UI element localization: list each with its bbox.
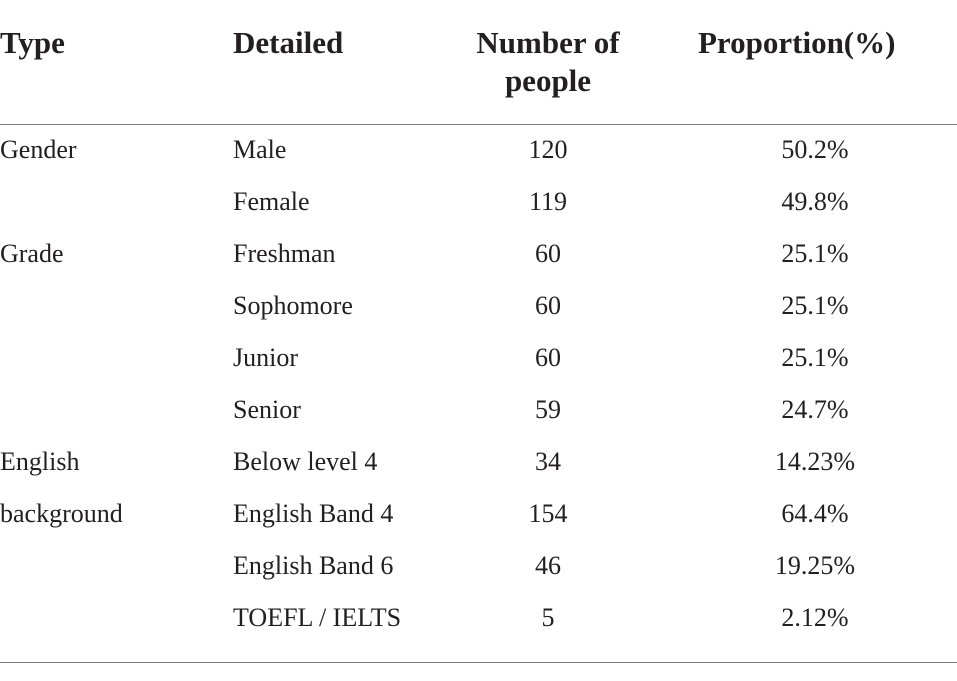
cell-number: 60 <box>535 343 561 372</box>
table-row: English Band 6 46 19.25% <box>0 540 957 592</box>
header-number-line2: people <box>504 63 592 98</box>
header-number-line1: Number of <box>476 25 620 60</box>
header-detailed: Detailed <box>233 25 344 60</box>
header-proportion: Proportion(%) <box>698 25 896 60</box>
cell-type: background <box>0 499 123 528</box>
cell-proportion: 50.2% <box>781 135 849 164</box>
cell-type: Gender <box>0 135 77 164</box>
cell-proportion: 2.12% <box>781 603 849 632</box>
header-number-of-people: Number of people <box>450 24 646 100</box>
table-row: Senior 59 24.7% <box>0 384 957 436</box>
cell-number: 34 <box>535 447 561 476</box>
table-row: English Below level 4 34 14.23% <box>0 436 957 488</box>
cell-proportion: 25.1% <box>781 291 849 320</box>
cell-detailed: Senior <box>233 395 301 424</box>
bottom-divider <box>0 662 957 663</box>
cell-type: English <box>0 447 80 476</box>
cell-proportion: 64.4% <box>781 499 849 528</box>
cell-detailed: Junior <box>233 343 298 372</box>
cell-number: 5 <box>541 603 555 632</box>
cell-proportion: 24.7% <box>781 395 849 424</box>
header-divider <box>0 124 957 125</box>
cell-proportion: 49.8% <box>781 187 849 216</box>
table-row: Gender Male 120 50.2% <box>0 124 957 176</box>
header-type: Type <box>0 25 65 60</box>
cell-proportion: 14.23% <box>774 447 856 476</box>
table-row: TOEFL / IELTS 5 2.12% <box>0 592 957 644</box>
table-row: background English Band 4 154 64.4% <box>0 488 957 540</box>
cell-proportion: 19.25% <box>774 551 856 580</box>
cell-number: 60 <box>535 291 561 320</box>
cell-detailed: Male <box>233 135 287 164</box>
table-row: Sophomore 60 25.1% <box>0 280 957 332</box>
table-header-row: Type Detailed Number of people Proportio… <box>0 0 957 124</box>
cell-detailed: TOEFL / IELTS <box>233 603 402 632</box>
cell-detailed: Female <box>233 187 310 216</box>
cell-type: Grade <box>0 239 64 268</box>
cell-number: 60 <box>535 239 561 268</box>
table-row: Grade Freshman 60 25.1% <box>0 228 957 280</box>
table-row: Female 119 49.8% <box>0 176 957 228</box>
cell-detailed: English Band 4 <box>233 499 394 528</box>
cell-number: 119 <box>528 187 568 216</box>
cell-number: 154 <box>528 499 568 528</box>
cell-number: 120 <box>528 135 568 164</box>
cell-number: 59 <box>535 395 561 424</box>
cell-number: 46 <box>535 551 561 580</box>
cell-detailed: Below level 4 <box>233 447 378 476</box>
cell-detailed: English Band 6 <box>233 551 394 580</box>
cell-detailed: Sophomore <box>233 291 353 320</box>
cell-proportion: 25.1% <box>781 343 849 372</box>
cell-proportion: 25.1% <box>781 239 849 268</box>
cell-detailed: Freshman <box>233 239 336 268</box>
table-row: Junior 60 25.1% <box>0 332 957 384</box>
